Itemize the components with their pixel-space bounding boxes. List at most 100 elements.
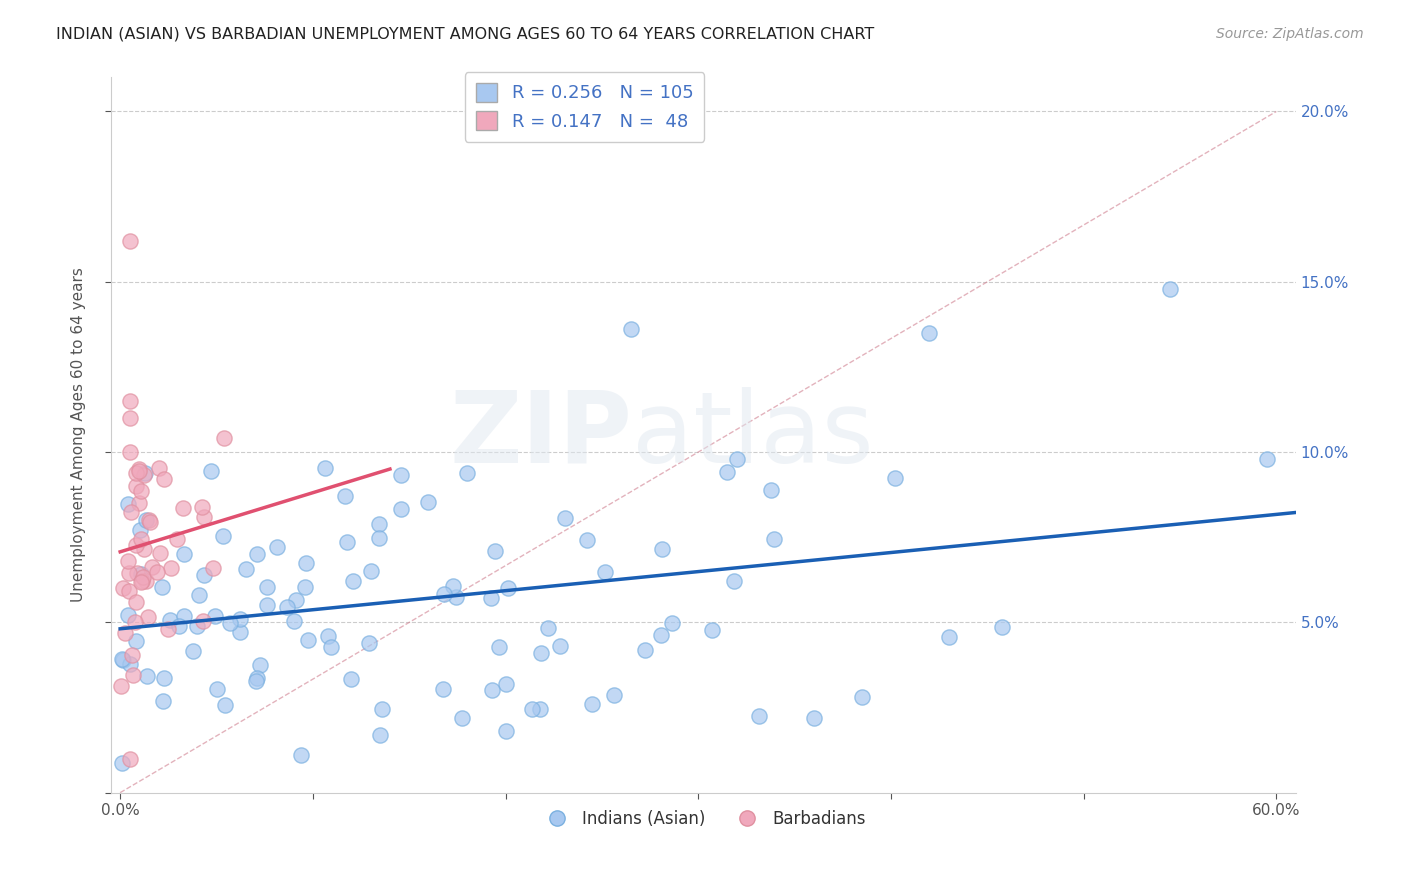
Point [333, 489, 356, 503]
Point [228, 612, 250, 626]
Point [249, 658, 271, 673]
Point [294, 580, 316, 594]
Point [389, 467, 412, 482]
Point [193, 614, 215, 628]
Point [173, 609, 195, 624]
Point [118, 411, 141, 425]
Point [204, 609, 226, 624]
Point [371, 701, 394, 715]
Point [456, 466, 478, 480]
Point [851, 690, 873, 705]
Point [117, 554, 139, 568]
Point [283, 614, 305, 628]
Point [131, 570, 153, 584]
Point [138, 515, 160, 529]
Point [294, 556, 316, 570]
Point [111, 653, 134, 667]
Point [357, 636, 380, 650]
Point [339, 672, 361, 686]
Point [884, 471, 907, 485]
Point [1159, 282, 1181, 296]
Point [576, 533, 599, 547]
Point [136, 669, 159, 683]
Point [284, 593, 307, 607]
Point [368, 531, 391, 545]
Point [117, 608, 139, 623]
Point [135, 513, 157, 527]
Point [276, 599, 298, 614]
Point [297, 633, 319, 648]
Point [134, 541, 156, 556]
Point [118, 394, 141, 409]
Point [991, 620, 1014, 634]
Point [173, 547, 195, 561]
Point [153, 472, 176, 486]
Point [212, 529, 235, 543]
Point [495, 724, 517, 739]
Point [148, 460, 170, 475]
Point [128, 462, 150, 476]
Point [450, 711, 472, 725]
Point [160, 561, 183, 575]
Point [488, 640, 510, 655]
Point [125, 595, 148, 609]
Point [125, 467, 148, 481]
Point [219, 615, 242, 630]
Point [124, 615, 146, 630]
Point [214, 698, 236, 712]
Point [479, 591, 502, 605]
Point [141, 560, 163, 574]
Point [433, 587, 456, 601]
Point [716, 465, 738, 479]
Point [316, 629, 339, 643]
Point [131, 574, 153, 589]
Point [111, 652, 134, 666]
Point [138, 513, 160, 527]
Point [759, 483, 782, 497]
Point [134, 466, 156, 480]
Point [157, 623, 180, 637]
Point [125, 566, 148, 581]
Point [762, 532, 785, 546]
Point [441, 579, 464, 593]
Point [172, 501, 194, 516]
Point [634, 642, 657, 657]
Point [135, 574, 157, 589]
Point [446, 590, 468, 604]
Point [193, 510, 215, 524]
Point [661, 615, 683, 630]
Point [748, 709, 770, 723]
Point [128, 524, 150, 538]
Point [700, 623, 723, 637]
Point [245, 673, 267, 688]
Point [188, 588, 211, 602]
Point [651, 541, 673, 556]
Point [150, 580, 173, 594]
Point [336, 534, 359, 549]
Point [554, 511, 576, 525]
Point [938, 631, 960, 645]
Point [152, 671, 174, 685]
Point [114, 625, 136, 640]
Point [229, 624, 252, 639]
Point [620, 322, 643, 336]
Point [166, 533, 188, 547]
Point [290, 747, 312, 762]
Point [118, 751, 141, 765]
Point [118, 234, 141, 248]
Legend: Indians (Asian), Barbadians: Indians (Asian), Barbadians [534, 803, 872, 834]
Point [650, 628, 672, 642]
Point [342, 574, 364, 589]
Text: ZIP: ZIP [449, 386, 631, 483]
Point [129, 483, 152, 498]
Point [432, 682, 454, 697]
Point [495, 676, 517, 690]
Point [131, 575, 153, 590]
Point [266, 541, 288, 555]
Point [191, 500, 214, 515]
Point [128, 496, 150, 510]
Point [603, 688, 626, 702]
Point [186, 619, 208, 633]
Point [246, 671, 269, 685]
Point [125, 634, 148, 648]
